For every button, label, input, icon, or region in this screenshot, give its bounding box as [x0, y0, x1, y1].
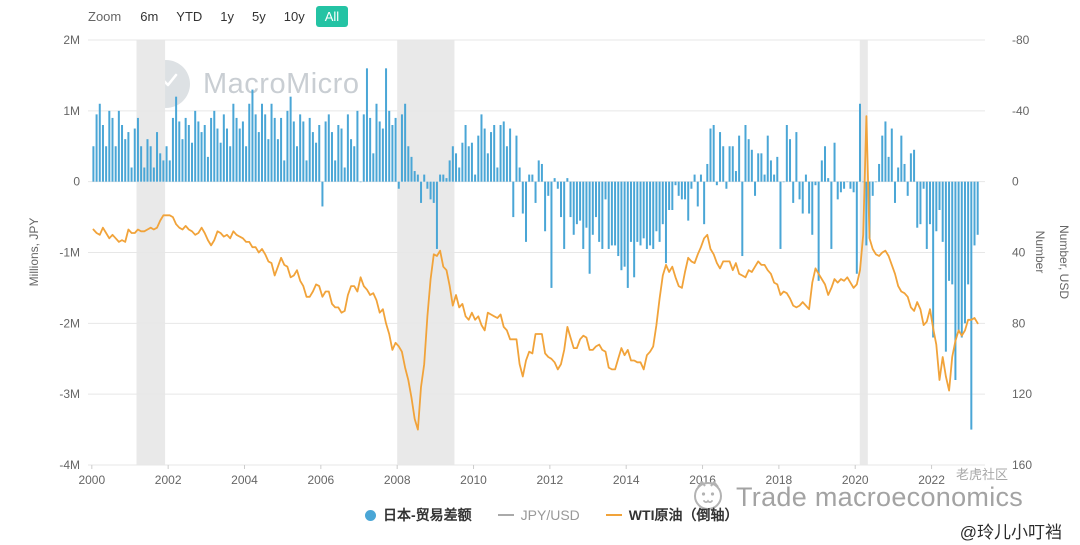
tiger-logo-icon: [690, 477, 726, 518]
line-series-marker-icon: [497, 514, 514, 516]
zoom-button-10y[interactable]: 10y: [283, 9, 305, 24]
right-axis-title-number: Number: [1033, 230, 1047, 274]
svg-text:2000: 2000: [78, 473, 105, 487]
svg-text:-3M: -3M: [59, 387, 80, 401]
svg-text:2020: 2020: [842, 473, 869, 487]
author-handle: @玲儿小叮裆: [959, 523, 1062, 542]
svg-text:2004: 2004: [231, 473, 258, 487]
svg-text:2002: 2002: [155, 473, 182, 487]
tiger-community-name: 老虎社区: [955, 467, 1008, 482]
svg-text:40: 40: [1012, 246, 1026, 260]
svg-text:80: 80: [1012, 316, 1026, 330]
legend-item-jpyusd[interactable]: JPY/USD: [497, 507, 580, 523]
svg-text:120: 120: [1012, 387, 1032, 401]
zoom-controls: Zoom 6m YTD 1y 5y 10y All: [88, 6, 349, 27]
svg-text:1M: 1M: [63, 104, 80, 118]
svg-text:-80: -80: [1012, 33, 1030, 47]
zoom-button-1y[interactable]: 1y: [220, 9, 235, 24]
svg-text:-1M: -1M: [59, 246, 80, 260]
legend-label-wti: WTI原油（倒轴）: [628, 507, 739, 523]
svg-text:2M: 2M: [63, 33, 80, 47]
legend-item-trade-balance[interactable]: 日本-贸易差额: [365, 505, 472, 525]
svg-text:-2M: -2M: [59, 316, 80, 330]
tiger-watermark-text: Trade macroeconomics: [736, 482, 1024, 512]
svg-text:2014: 2014: [613, 473, 640, 487]
svg-text:0: 0: [73, 175, 80, 189]
wti-line-marker-icon: [605, 514, 622, 516]
zoom-label: Zoom: [88, 9, 122, 24]
tiger-community-watermark: 老虎社区 Trade macroeconomics: [690, 467, 1023, 518]
svg-text:2012: 2012: [537, 473, 564, 487]
legend-label-jpyusd: JPY/USD: [520, 507, 580, 523]
svg-text:2018: 2018: [766, 473, 793, 487]
svg-text:-4M: -4M: [59, 458, 80, 472]
left-axis-title: Millions, JPY: [27, 217, 41, 287]
legend-label-trade-balance: 日本-贸易差额: [383, 507, 472, 523]
zoom-button-all[interactable]: All: [315, 6, 349, 27]
macromicro-watermark: MacroMicro: [142, 60, 359, 108]
legend: 日本-贸易差额 JPY/USD WTI原油（倒轴）: [365, 505, 738, 525]
svg-text:2008: 2008: [384, 473, 411, 487]
svg-text:2006: 2006: [307, 473, 334, 487]
zoom-button-ytd[interactable]: YTD: [176, 9, 203, 24]
svg-text:2022: 2022: [918, 473, 945, 487]
right-axis-title-number-usd: Number, USD: [1057, 224, 1071, 300]
svg-text:-40: -40: [1012, 104, 1030, 118]
bar-series-marker-icon: [365, 509, 376, 521]
macromicro-brand-text: MacroMicro: [203, 67, 360, 100]
svg-text:0: 0: [1012, 175, 1019, 189]
legend-item-wti[interactable]: WTI原油（倒轴）: [605, 505, 739, 525]
svg-text:2010: 2010: [460, 473, 487, 487]
zoom-button-5y[interactable]: 5y: [252, 9, 266, 24]
svg-text:160: 160: [1012, 458, 1032, 472]
zoom-button-6m[interactable]: 6m: [140, 9, 159, 24]
